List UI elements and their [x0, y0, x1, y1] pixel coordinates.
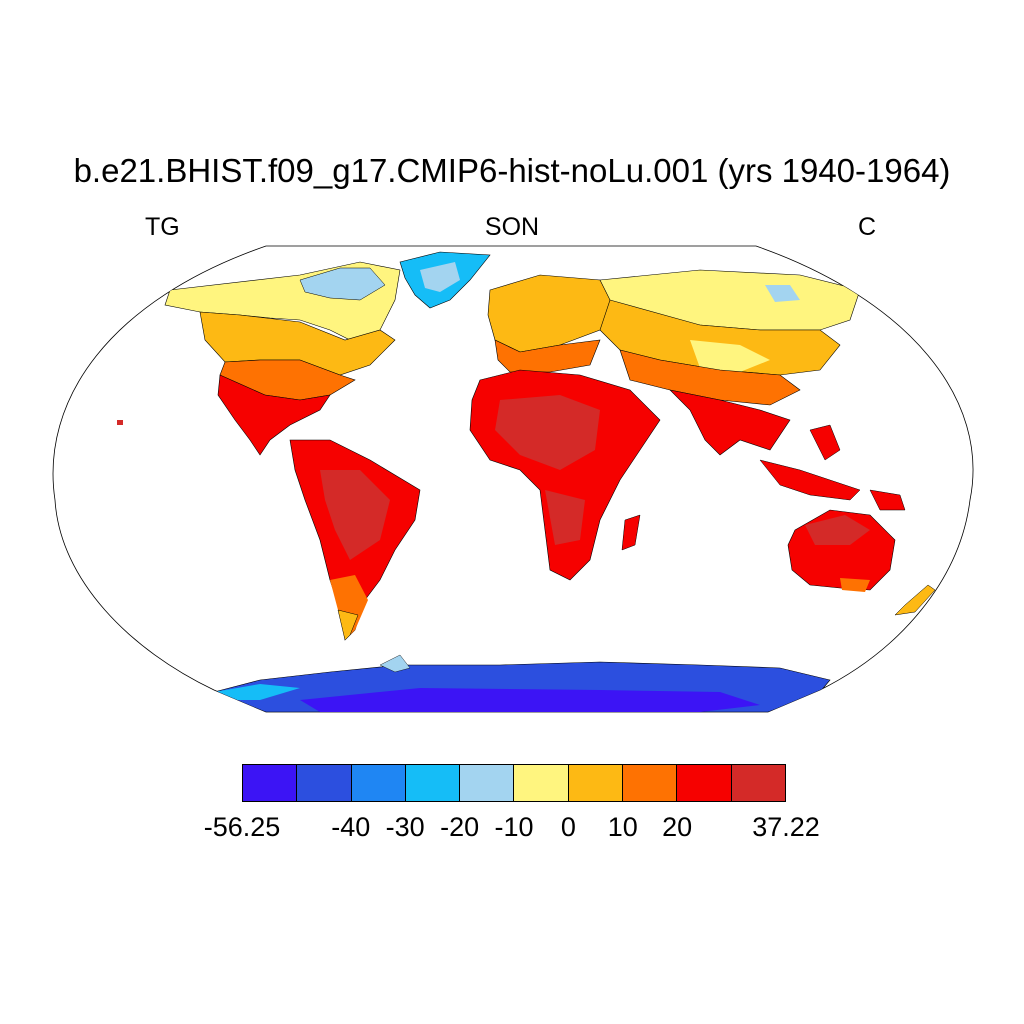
colorbar-tick-label: -40 [331, 812, 371, 842]
colorbar [242, 764, 786, 802]
colorbar-box [405, 765, 461, 801]
colorbar-box [297, 765, 352, 801]
colorbar-tick-label: -30 [385, 812, 425, 842]
south-america [289, 439, 421, 641]
colorbar-box [351, 765, 406, 801]
colorbar-box [568, 765, 624, 801]
colorbar-tick-label: 10 [607, 812, 638, 842]
asia [599, 269, 861, 456]
colorbar-tick-label: 20 [662, 812, 693, 842]
colorbar-box [731, 765, 785, 801]
colorbar-tick-label: 37.22 [752, 812, 820, 842]
colorbar-box [460, 765, 515, 801]
antarctica [213, 654, 831, 712]
north-america [164, 261, 401, 456]
variable-label: TG [145, 213, 180, 241]
new-zealand [894, 584, 936, 616]
colorbar-box [623, 765, 678, 801]
maritime-southeast-asia [759, 424, 906, 511]
colorbar-tick-label: 0 [560, 812, 576, 842]
africa [469, 369, 661, 581]
colorbar-box [677, 765, 732, 801]
colorbar-box [514, 765, 569, 801]
australia [787, 509, 896, 592]
units-label: C [858, 213, 877, 241]
colorbar-tick-label: -10 [494, 812, 534, 842]
europe [487, 274, 621, 373]
colorbar-box [243, 765, 298, 801]
hawaii [117, 420, 123, 425]
colorbar-tick-label: -20 [440, 812, 480, 842]
season-label: SON [484, 213, 540, 241]
colorbar-tick-label: -56.25 [203, 812, 281, 842]
map-title: b.e21.BHIST.f09_g17.CMIP6-hist-noLu.001 … [73, 152, 951, 189]
